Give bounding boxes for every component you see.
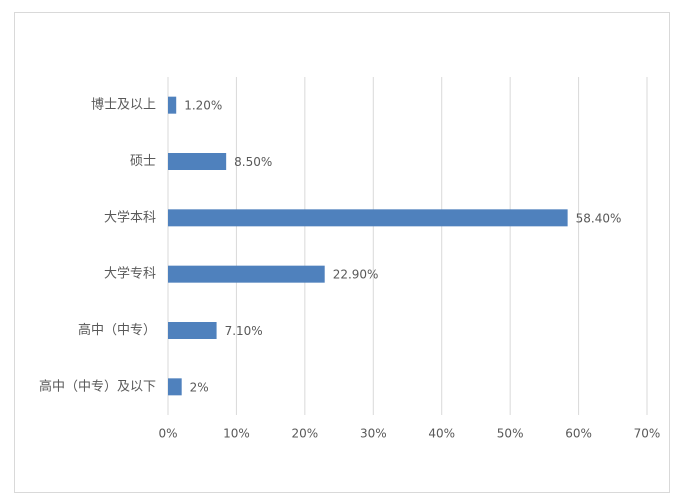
bar	[168, 209, 568, 227]
value-label: 7.10%	[225, 324, 263, 338]
bar	[168, 153, 227, 170]
value-label: 2%	[190, 380, 209, 394]
x-tick-label: 40%	[428, 427, 455, 441]
y-tick-label: 大学本科	[104, 209, 156, 225]
x-tick-label: 50%	[497, 427, 524, 441]
bar	[168, 265, 325, 283]
bar	[168, 322, 217, 339]
y-tick-label: 高中（中专）及以下	[39, 378, 156, 394]
x-tick-label: 70%	[634, 427, 661, 441]
y-tick-label: 大学专科	[104, 266, 156, 282]
x-tick-label: 10%	[223, 427, 250, 441]
value-label: 58.40%	[576, 211, 622, 225]
chart-frame	[14, 12, 670, 493]
value-label: 8.50%	[234, 155, 272, 169]
y-tick-label: 高中（中专）	[78, 322, 156, 338]
value-label: 1.20%	[184, 99, 222, 113]
x-tick-label: 60%	[565, 427, 592, 441]
value-label: 22.90%	[333, 268, 379, 282]
y-tick-label: 硕士	[130, 154, 156, 169]
x-tick-label: 30%	[360, 427, 387, 441]
bar	[168, 378, 182, 396]
bar	[168, 96, 177, 114]
y-tick-label: 博士及以上	[91, 98, 156, 113]
x-tick-label: 0%	[158, 427, 177, 441]
x-tick-label: 20%	[292, 427, 319, 441]
